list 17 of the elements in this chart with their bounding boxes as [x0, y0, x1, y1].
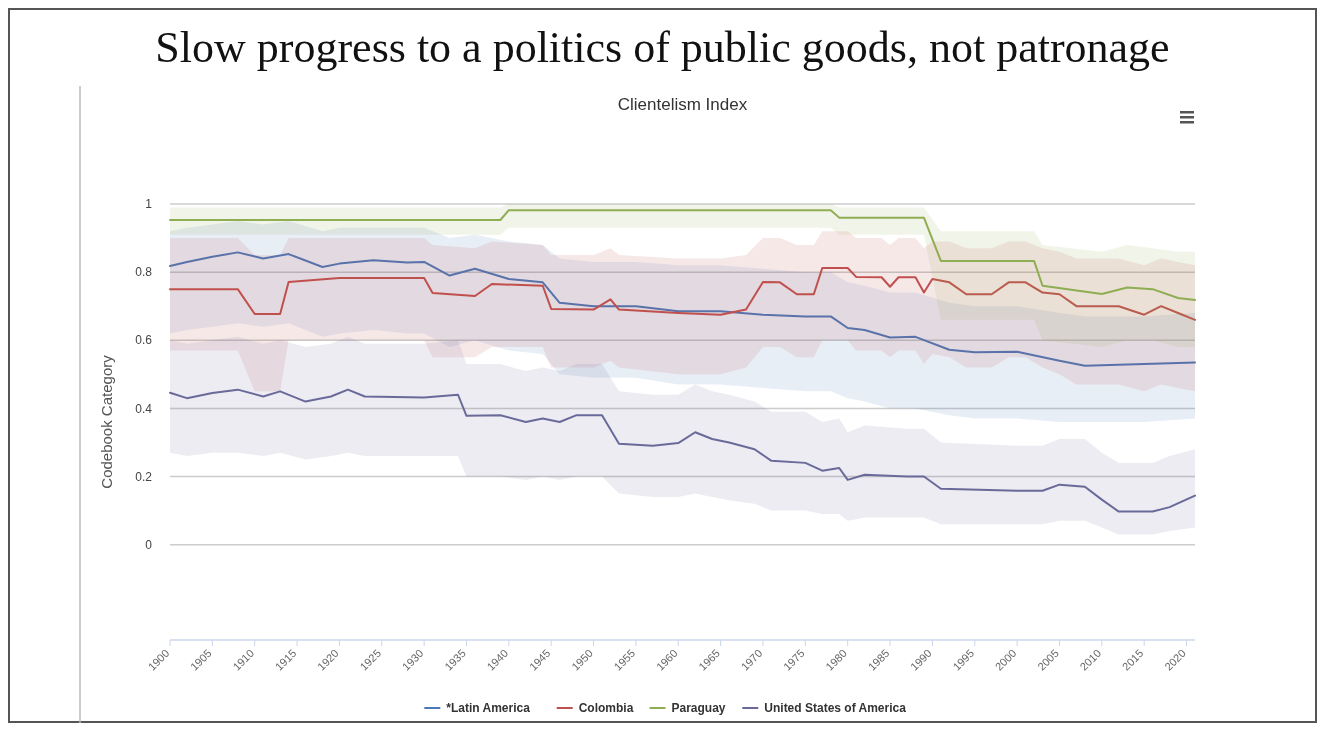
line-series — [169, 251, 1196, 367]
legend-label: Paraguay — [671, 701, 726, 716]
chart-title: Slow progress to a politics of public goods, not patronage — [155, 23, 1170, 72]
legend-label: *Latin America — [446, 701, 531, 716]
chart-subtitle: Clientelism Index — [617, 95, 748, 114]
legend-label: United States of America — [764, 701, 907, 716]
y-tick-label: 1 — [145, 197, 153, 212]
line-series — [169, 209, 1196, 302]
line-series — [169, 388, 1196, 513]
y-tick-label: 0.6 — [135, 333, 153, 348]
line-series — [169, 267, 1196, 321]
y-axis-title: Codebook Category — [98, 354, 115, 489]
legend-label: Colombia — [578, 701, 634, 716]
y-tick-label: 0.8 — [135, 265, 153, 280]
y-tick-label: 0.4 — [135, 401, 153, 416]
y-tick-label: 0 — [145, 537, 153, 552]
y-tick-label: 0.2 — [135, 469, 153, 484]
